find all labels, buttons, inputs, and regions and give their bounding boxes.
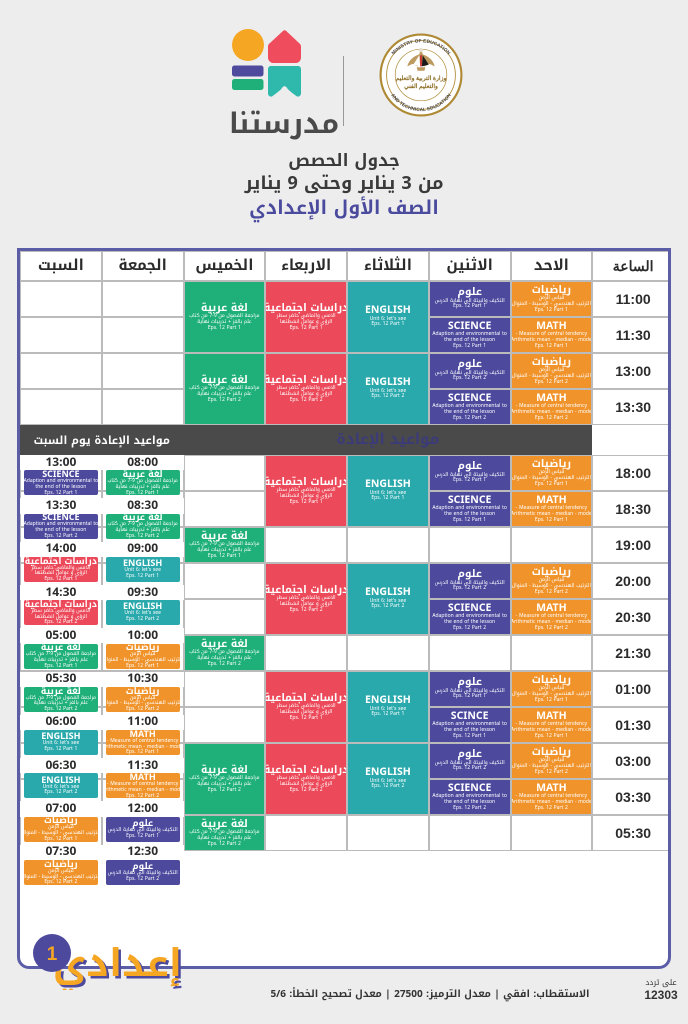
svg-text:إعدادي: إعدادي <box>53 930 182 990</box>
svg-text:1: 1 <box>47 944 58 965</box>
svg-text:والتعليم الفني: والتعليم الفني <box>404 83 438 90</box>
svg-text:وزارة التربية والتعليم: وزارة التربية والتعليم <box>396 75 447 82</box>
